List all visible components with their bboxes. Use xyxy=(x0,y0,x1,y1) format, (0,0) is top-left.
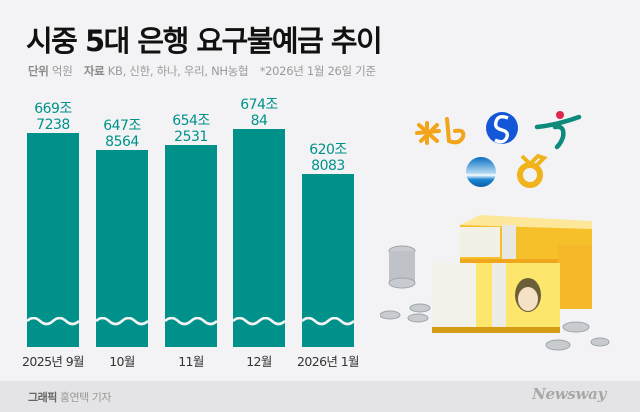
bar-2025-12 xyxy=(233,129,285,347)
x-label: 2026년 1월 xyxy=(297,354,360,369)
x-label: 10월 xyxy=(109,354,135,369)
nh-logo-icon xyxy=(517,153,548,188)
x-label: 11월 xyxy=(178,354,204,369)
bar-value-label: 647조 8564 xyxy=(103,118,141,150)
unit-value: 억원 xyxy=(51,64,73,78)
bar-value-label: 669조 7238 xyxy=(34,101,72,133)
x-label: 12월 xyxy=(246,354,272,369)
chart-title: 시중 5대 은행 요구불예금 추이 xyxy=(26,24,383,58)
source-value: KB, 신한, 하나, 우리, NH농협 xyxy=(107,64,249,78)
kb-logo-icon xyxy=(415,117,466,145)
bar-value-label: 620조 8083 xyxy=(309,142,347,174)
graphic-credit: 그래픽 홍연택 기자 xyxy=(28,391,111,404)
footer: 그래픽 홍연택 기자 Newsway xyxy=(0,381,640,412)
bar-2025-10 xyxy=(96,150,148,347)
bar-chart: 669조 7238 2025년 9월 647조 8564 10월 654조 2531 … xyxy=(22,97,360,369)
axis-break-wave-icon xyxy=(26,317,355,326)
coins-icon xyxy=(380,245,610,351)
banknote-50000-icon xyxy=(432,263,560,333)
shinhan-logo-icon xyxy=(486,112,518,144)
x-label: 2025년 9월 xyxy=(22,354,85,369)
date-note: *2026년 1월 26일 기준 xyxy=(259,64,376,78)
bar-2025-09 xyxy=(27,133,79,347)
woori-logo-icon xyxy=(466,157,496,187)
newsway-logo: Newsway xyxy=(532,385,606,403)
bar-2025-11 xyxy=(165,145,217,347)
bar-value-label: 674조 84 xyxy=(240,97,278,129)
bar-value-label: 654조 2531 xyxy=(172,113,210,145)
money-illustration xyxy=(380,215,610,351)
chart-subtitle: 단위 억원 자료 KB, 신한, 하나, 우리, NH농협 *2026년 1월 … xyxy=(28,63,376,79)
bank-logos xyxy=(415,111,582,188)
hana-logo-icon xyxy=(534,111,582,150)
source-label: 자료 xyxy=(83,64,105,78)
unit-label: 단위 xyxy=(28,64,49,78)
